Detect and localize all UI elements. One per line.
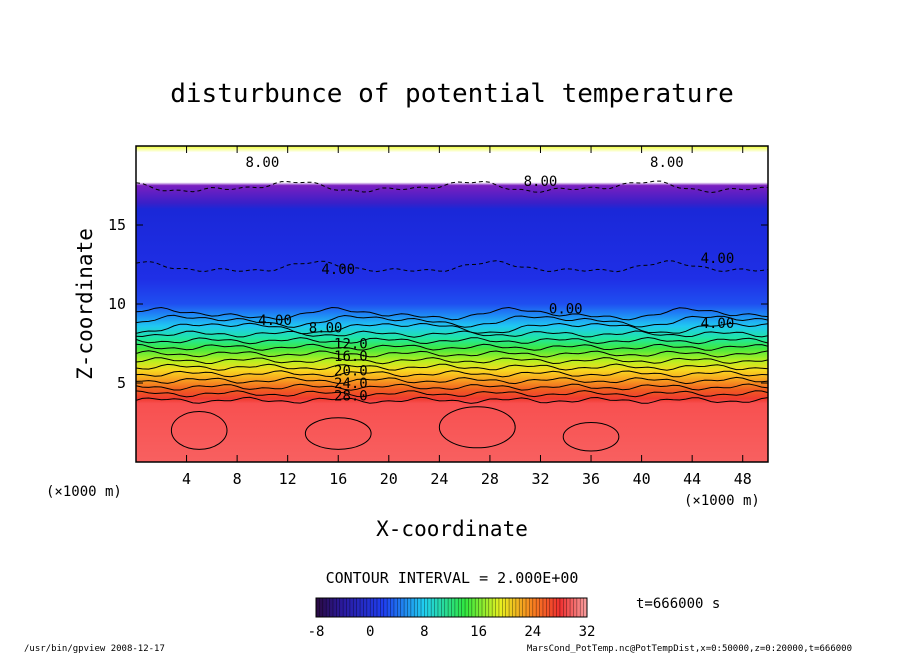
colorbar-divisions: [319, 598, 584, 617]
y-axis: 5 10 15: [108, 216, 768, 392]
contour-label: 8.00: [650, 155, 684, 171]
y-tick-label: 15: [108, 216, 126, 234]
colorbar-tick-label: 16: [470, 624, 487, 640]
contour-line: [136, 363, 768, 371]
x-tick-label: 40: [633, 470, 651, 488]
contour-line: [136, 343, 768, 351]
x-tick-label: 20: [380, 470, 398, 488]
y-tick-label: 10: [108, 295, 126, 313]
x-tick-label: 24: [430, 470, 448, 488]
contour-line: [136, 330, 768, 338]
footer-right: MarsCond_PotTemp.nc@PotTempDist,x=0:5000…: [527, 644, 852, 654]
contour-line: [136, 390, 768, 398]
contour-label: 20.0: [334, 363, 368, 379]
x-tick-label: 48: [734, 470, 752, 488]
contour-label: 8.00: [309, 321, 343, 337]
contour-label: 28.0: [334, 389, 368, 405]
contour-label: 0.00: [549, 302, 583, 318]
contour-line: [136, 376, 768, 385]
contour-label: 4.00: [321, 262, 355, 278]
contour-cell: [170, 410, 228, 450]
contour-label: 8.00: [246, 155, 280, 171]
x-unit-right: (×1000 m): [684, 493, 760, 509]
contour-cell: [438, 406, 516, 449]
colorbar-ticks: -8 0 8 16 24 32: [308, 624, 596, 640]
contour-label: 24.0: [334, 376, 368, 392]
contour-line: [136, 306, 768, 321]
contour-label: 12.0: [334, 337, 368, 353]
contour-lines: [136, 180, 768, 452]
x-tick-label: 36: [582, 470, 600, 488]
time-label: t=666000 s: [636, 596, 720, 612]
contour-line: [136, 383, 768, 391]
contour-label: 4.00: [258, 313, 292, 329]
contour-labels: 8.00 8.00 8.00 4.00 4.00 4.00 8.00 0.00 4.00 12.0…: [246, 155, 735, 405]
field-gradient: [136, 146, 768, 462]
contour-line: [136, 350, 768, 358]
x-tick-label: 8: [233, 470, 242, 488]
y-axis-label: Z-coordinate: [73, 228, 97, 380]
x-tick-label: 12: [279, 470, 297, 488]
contour-line: [136, 322, 768, 335]
x-tick-label: 44: [683, 470, 701, 488]
contour-label: 4.00: [701, 251, 735, 267]
contour-line: [136, 357, 768, 365]
contour-line: [136, 180, 768, 194]
contour-label: 4.00: [701, 316, 735, 332]
colorbar-tick-label: 0: [366, 624, 374, 640]
x-tick-label: 28: [481, 470, 499, 488]
chart-title: disturbunce of potential temperature: [170, 79, 734, 109]
colorbar-tick-label: 32: [579, 624, 596, 640]
contour-cell: [304, 417, 372, 450]
x-axis: 4 8 12 16 20 24 28 32 36 40 44 48: [182, 146, 752, 488]
footer-left: /usr/bin/gpview 2008-12-17: [24, 644, 165, 654]
contour-interval-label: CONTOUR INTERVAL = 2.000E+00: [326, 569, 579, 587]
contour-label: 16.0: [334, 349, 368, 365]
contour-line: [136, 336, 768, 345]
y-tick-label: 5: [117, 374, 126, 392]
x-tick-label: 16: [329, 470, 347, 488]
contour-line: [136, 314, 768, 328]
contour-line: [136, 370, 768, 378]
contour-line: [136, 260, 768, 273]
contour-line: [136, 396, 768, 404]
colorbar-tick-label: 24: [524, 624, 541, 640]
x-tick-label: 32: [531, 470, 549, 488]
plot-area: 8.00 8.00 8.00 4.00 4.00 4.00 8.00 0.00 4.00 12.0…: [136, 146, 768, 462]
colorbar-tick-label: 8: [420, 624, 428, 640]
x-unit-left: (×1000 m): [46, 484, 122, 500]
x-axis-label: X-coordinate: [376, 517, 528, 541]
contour-label: 8.00: [524, 174, 558, 190]
colorbar-tick-label: -8: [308, 624, 325, 640]
contour-cell: [562, 422, 620, 452]
x-tick-label: 4: [182, 470, 191, 488]
